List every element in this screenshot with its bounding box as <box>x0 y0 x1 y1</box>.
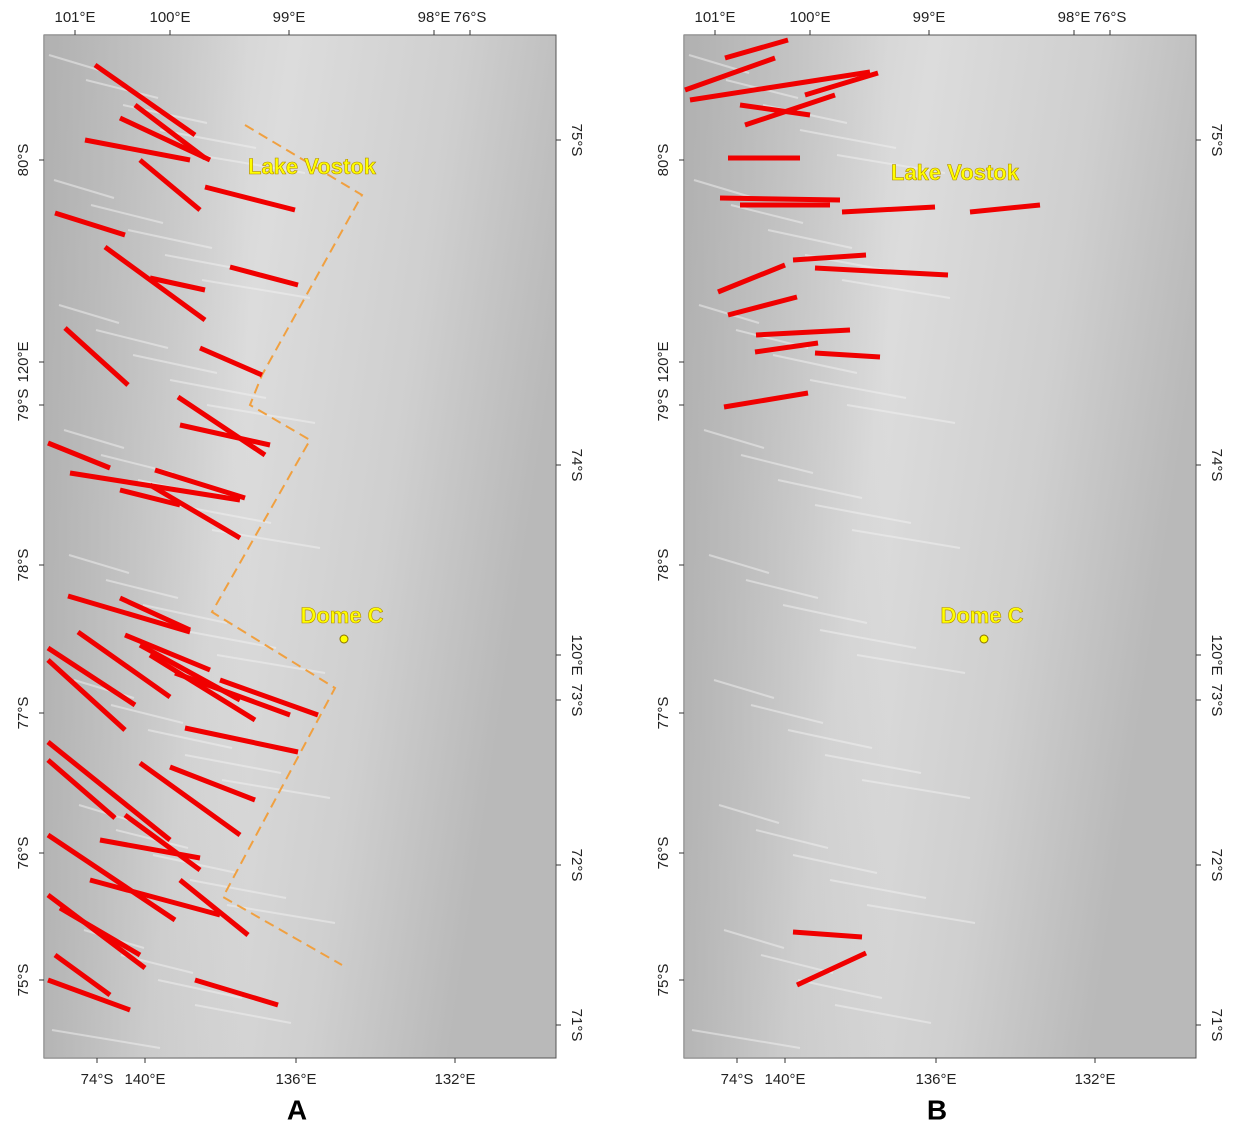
place-label: Lake Vostok <box>891 160 1020 185</box>
top-label: 98°E <box>418 9 451 26</box>
bottom-label: 140°E <box>124 1071 165 1088</box>
bottom-label: 74°S <box>721 1071 754 1088</box>
left-label: 79°S <box>15 389 32 422</box>
place-label: Lake Vostok <box>248 154 377 179</box>
top-label: 100°E <box>789 9 830 26</box>
place-marker <box>340 635 348 643</box>
right-label: 74°S <box>1208 449 1225 482</box>
right-label: 120°E <box>1208 634 1225 675</box>
top-label: 98°E <box>1058 9 1091 26</box>
top-label: 100°E <box>149 9 190 26</box>
right-label: 74°S <box>568 449 585 482</box>
left-label: 75°S <box>655 964 672 997</box>
left-label: 80°S <box>655 144 672 177</box>
bottom-label: 132°E <box>1074 1071 1115 1088</box>
top-label: 99°E <box>273 9 306 26</box>
panel-letter: A <box>287 1094 307 1125</box>
right-label: 71°S <box>568 1009 585 1042</box>
figure: 101°E100°E99°E98°E76°S80°S120°E79°S78°S7… <box>0 0 1238 1128</box>
place-marker <box>980 635 988 643</box>
place-label: Dome C <box>300 603 383 628</box>
right-label: 73°S <box>1208 684 1225 717</box>
right-label: 71°S <box>1208 1009 1225 1042</box>
top-label: 76°S <box>454 9 487 26</box>
terrain-texture <box>684 35 1196 1058</box>
detection-track <box>720 198 840 200</box>
left-label: 79°S <box>655 389 672 422</box>
bottom-label: 136°E <box>915 1071 956 1088</box>
place-label: Dome C <box>940 603 1023 628</box>
left-label: 80°S <box>15 144 32 177</box>
bottom-label: 132°E <box>434 1071 475 1088</box>
left-label: 120°E <box>15 341 32 382</box>
left-label: 78°S <box>655 549 672 582</box>
terrain-texture <box>44 35 556 1058</box>
left-label: 76°S <box>15 837 32 870</box>
bottom-label: 136°E <box>275 1071 316 1088</box>
top-label: 99°E <box>913 9 946 26</box>
panel-letter: B <box>927 1094 947 1125</box>
right-label: 75°S <box>568 124 585 157</box>
right-label: 120°E <box>568 634 585 675</box>
right-label: 75°S <box>1208 124 1225 157</box>
left-label: 77°S <box>655 697 672 730</box>
left-label: 75°S <box>15 964 32 997</box>
left-label: 76°S <box>655 837 672 870</box>
bottom-label: 74°S <box>81 1071 114 1088</box>
top-label: 76°S <box>1094 9 1127 26</box>
top-label: 101°E <box>54 9 95 26</box>
left-label: 78°S <box>15 549 32 582</box>
right-label: 72°S <box>568 849 585 882</box>
right-label: 73°S <box>568 684 585 717</box>
bottom-label: 140°E <box>764 1071 805 1088</box>
top-label: 101°E <box>694 9 735 26</box>
left-label: 77°S <box>15 697 32 730</box>
right-label: 72°S <box>1208 849 1225 882</box>
left-label: 120°E <box>655 341 672 382</box>
map-panel: 101°E100°E99°E98°E76°S80°S120°E79°S78°S7… <box>655 9 1225 1125</box>
